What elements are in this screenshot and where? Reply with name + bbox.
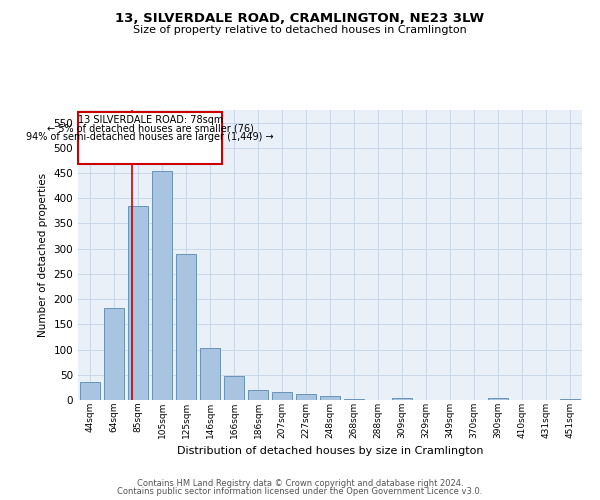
Bar bbox=[320, 396, 340, 400]
X-axis label: Distribution of detached houses by size in Cramlington: Distribution of detached houses by size … bbox=[177, 446, 483, 456]
Bar bbox=[200, 348, 220, 400]
Text: ← 5% of detached houses are smaller (76): ← 5% of detached houses are smaller (76) bbox=[47, 124, 254, 134]
Bar bbox=[128, 206, 148, 400]
Bar bbox=[272, 392, 292, 400]
Bar bbox=[152, 170, 172, 400]
Text: Contains HM Land Registry data © Crown copyright and database right 2024.: Contains HM Land Registry data © Crown c… bbox=[137, 478, 463, 488]
Bar bbox=[104, 308, 124, 400]
Bar bbox=[224, 376, 244, 400]
Bar bbox=[296, 394, 316, 400]
Bar bbox=[392, 398, 412, 400]
Text: 13, SILVERDALE ROAD, CRAMLINGTON, NE23 3LW: 13, SILVERDALE ROAD, CRAMLINGTON, NE23 3… bbox=[115, 12, 485, 26]
Bar bbox=[176, 254, 196, 400]
Y-axis label: Number of detached properties: Number of detached properties bbox=[38, 173, 48, 337]
Text: Size of property relative to detached houses in Cramlington: Size of property relative to detached ho… bbox=[133, 25, 467, 35]
Text: 94% of semi-detached houses are larger (1,449) →: 94% of semi-detached houses are larger (… bbox=[26, 132, 274, 142]
Bar bbox=[248, 390, 268, 400]
Bar bbox=[488, 398, 508, 400]
FancyBboxPatch shape bbox=[79, 112, 222, 164]
Bar bbox=[560, 399, 580, 400]
Bar bbox=[80, 382, 100, 400]
Text: Contains public sector information licensed under the Open Government Licence v3: Contains public sector information licen… bbox=[118, 487, 482, 496]
Text: 13 SILVERDALE ROAD: 78sqm: 13 SILVERDALE ROAD: 78sqm bbox=[77, 115, 223, 125]
